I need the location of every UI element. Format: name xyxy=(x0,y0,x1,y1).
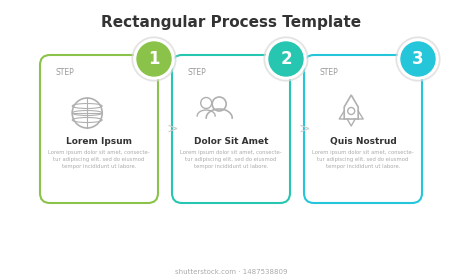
Circle shape xyxy=(396,37,440,81)
Text: 2: 2 xyxy=(280,50,292,68)
Circle shape xyxy=(137,42,171,76)
FancyBboxPatch shape xyxy=(304,55,422,203)
Text: STEP: STEP xyxy=(56,68,75,77)
Text: 3: 3 xyxy=(412,50,424,68)
Circle shape xyxy=(264,37,308,81)
Circle shape xyxy=(134,39,174,79)
FancyBboxPatch shape xyxy=(40,55,158,203)
Text: Dolor Sit Amet: Dolor Sit Amet xyxy=(194,137,268,146)
Text: Lorem ipsum dolor sit amet, consecte-
tur adipiscing elit, sed do eiusmod
tempor: Lorem ipsum dolor sit amet, consecte- tu… xyxy=(180,150,282,169)
Text: shutterstock.com · 1487538809: shutterstock.com · 1487538809 xyxy=(175,269,287,275)
Text: Rectangular Process Template: Rectangular Process Template xyxy=(101,15,361,30)
Text: STEP: STEP xyxy=(320,68,339,77)
Text: STEP: STEP xyxy=(188,68,207,77)
FancyBboxPatch shape xyxy=(172,55,290,203)
Circle shape xyxy=(132,37,176,81)
Circle shape xyxy=(398,39,438,79)
Text: >: > xyxy=(298,122,310,136)
Text: >: > xyxy=(166,122,178,136)
Circle shape xyxy=(269,42,303,76)
Text: Lorem ipsum dolor sit amet, consecte-
tur adipiscing elit, sed do eiusmod
tempor: Lorem ipsum dolor sit amet, consecte- tu… xyxy=(312,150,414,169)
Text: Lorem ipsum dolor sit amet, consecte-
tur adipiscing elit, sed do eiusmod
tempor: Lorem ipsum dolor sit amet, consecte- tu… xyxy=(48,150,150,169)
Text: Quis Nostrud: Quis Nostrud xyxy=(329,137,396,146)
Circle shape xyxy=(401,42,435,76)
Text: 1: 1 xyxy=(148,50,160,68)
Text: Lorem Ipsum: Lorem Ipsum xyxy=(66,137,132,146)
Circle shape xyxy=(266,39,306,79)
